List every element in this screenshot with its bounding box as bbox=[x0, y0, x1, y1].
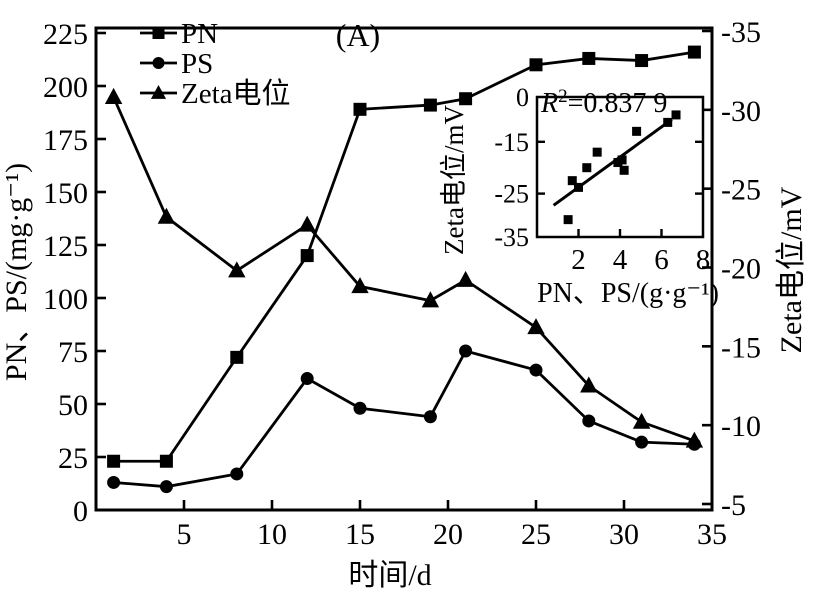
data-point-PS bbox=[159, 480, 173, 494]
data-point-Zeta电位 bbox=[685, 431, 704, 448]
x-axis-label: 时间/d bbox=[348, 559, 431, 592]
inset-x-axis-label: PN、PS/(g·g⁻¹) bbox=[537, 278, 719, 309]
data-point-PN bbox=[230, 350, 244, 364]
left-y-axis-tick-label: 200 bbox=[43, 71, 88, 104]
legend-marker-PS bbox=[152, 57, 165, 69]
data-point-Zeta电位 bbox=[456, 270, 475, 287]
data-point-PN bbox=[159, 454, 173, 468]
x-axis-tick-label: 15 bbox=[345, 518, 375, 551]
data-point-PN bbox=[635, 54, 649, 68]
right-y-axis-tick-label: -15 bbox=[721, 331, 761, 364]
data-point-Zeta电位 bbox=[527, 318, 545, 335]
inset-data-point bbox=[574, 182, 583, 192]
data-point-Zeta电位 bbox=[351, 277, 369, 294]
x-axis-tick-label: 30 bbox=[609, 518, 639, 551]
inset-data-point bbox=[617, 155, 627, 165]
data-point-PN bbox=[353, 102, 367, 116]
right-y-axis-label: Zeta电位/mV bbox=[775, 186, 808, 353]
data-point-Zeta电位 bbox=[421, 291, 440, 308]
series-line-PS bbox=[113, 349, 695, 489]
data-point-PN bbox=[423, 98, 437, 112]
x-axis-tick-label: 20 bbox=[433, 518, 463, 551]
inset-data-point bbox=[671, 110, 681, 120]
data-point-PS bbox=[423, 410, 437, 424]
inset-x-tick-label: 6 bbox=[654, 244, 669, 276]
data-point-Zeta电位 bbox=[157, 207, 176, 224]
r-squared-value: =0.837 9 bbox=[568, 88, 668, 119]
inset-y-tick-label: -15 bbox=[494, 128, 529, 157]
left-y-axis-tick-label: 125 bbox=[43, 230, 88, 263]
x-axis-tick-label: 25 bbox=[521, 518, 551, 551]
plot-frame bbox=[94, 26, 714, 512]
data-point-PN bbox=[300, 249, 314, 263]
data-point-PS bbox=[107, 475, 121, 489]
inset-y-tick-label: -25 bbox=[494, 180, 529, 209]
left-y-axis-tick-label: 150 bbox=[43, 177, 88, 210]
right-y-axis-tick-label: -10 bbox=[721, 410, 761, 443]
inset-trend-line bbox=[552, 118, 673, 207]
x-axis-tick-label: 10 bbox=[257, 518, 287, 551]
data-point-PN bbox=[459, 92, 473, 106]
right-y-axis-tick-label: -5 bbox=[721, 489, 746, 522]
right-y-axis-tick-label: -25 bbox=[721, 174, 761, 207]
r-exponent: 2 bbox=[558, 86, 568, 107]
data-point-Zeta电位 bbox=[228, 261, 246, 278]
chart-title: (A) bbox=[336, 17, 380, 53]
right-y-axis-tick-label: -30 bbox=[721, 95, 761, 128]
inset-x-tick-label: 2 bbox=[571, 244, 586, 276]
inset-data-point bbox=[619, 165, 629, 175]
left-y-axis-tick-label: 100 bbox=[43, 283, 88, 316]
left-y-axis-tick-label: 175 bbox=[43, 124, 88, 157]
left-y-axis-tick-label: 0 bbox=[73, 495, 88, 528]
right-y-axis-tick-label: -20 bbox=[721, 253, 761, 286]
inset-data-point bbox=[632, 126, 642, 136]
inset-data-point bbox=[567, 176, 577, 186]
data-point-PN bbox=[687, 45, 701, 59]
left-y-axis-tick-label: 225 bbox=[43, 18, 88, 51]
data-point-PN bbox=[582, 51, 596, 65]
x-axis-tick-label: 35 bbox=[697, 518, 727, 551]
data-point-Zeta电位 bbox=[104, 87, 123, 104]
data-point-PS bbox=[230, 467, 244, 481]
x-axis-tick-label: 5 bbox=[177, 518, 192, 551]
inset-data-point bbox=[563, 215, 573, 225]
legend-marker-Zeta电位 bbox=[150, 84, 167, 99]
data-point-PS bbox=[529, 363, 543, 377]
left-y-axis-tick-label: 50 bbox=[58, 389, 88, 422]
data-point-PS bbox=[300, 372, 314, 386]
inset-y-tick-label: 0 bbox=[516, 83, 529, 112]
r-symbol: R bbox=[540, 88, 558, 119]
inset-y-tick-label: -35 bbox=[494, 223, 529, 252]
data-point-PS bbox=[635, 435, 649, 449]
inset-x-tick-label: 8 bbox=[696, 244, 711, 276]
data-point-PN bbox=[107, 454, 121, 468]
inset-x-tick-label: 4 bbox=[613, 244, 628, 276]
right-y-axis-tick-label: -35 bbox=[721, 16, 761, 49]
generated-chart-layer: 5 10 15 20 25 30 350255075100125150175200225-5… bbox=[43, 16, 761, 551]
legend-marker-PN bbox=[152, 27, 165, 39]
data-point-Zeta电位 bbox=[580, 376, 598, 393]
legend-label-PN: PN bbox=[181, 18, 218, 50]
data-point-PN bbox=[529, 58, 543, 72]
left-y-axis-tick-label: 75 bbox=[58, 336, 88, 369]
data-point-PS bbox=[353, 401, 367, 415]
data-point-Zeta电位 bbox=[632, 412, 651, 429]
inset-r-squared-annotation: R2=0.837 9 bbox=[540, 86, 667, 119]
inset-y-axis-label: Zeta电位/mV bbox=[439, 105, 469, 255]
data-point-PS bbox=[459, 344, 473, 358]
left-y-axis-label: PN、PS/(mg·g⁻¹) bbox=[0, 163, 33, 381]
inset-data-point bbox=[663, 117, 673, 127]
inset-data-point bbox=[592, 147, 602, 157]
series-line-Zeta电位 bbox=[112, 96, 695, 443]
data-point-Zeta电位 bbox=[298, 215, 316, 232]
legend-label-Zeta电位: Zeta电位 bbox=[181, 77, 291, 110]
data-point-PS bbox=[582, 414, 596, 428]
inset-data-point bbox=[582, 163, 592, 173]
legend-label-PS: PS bbox=[181, 48, 213, 80]
left-y-axis-tick-label: 25 bbox=[58, 442, 88, 475]
